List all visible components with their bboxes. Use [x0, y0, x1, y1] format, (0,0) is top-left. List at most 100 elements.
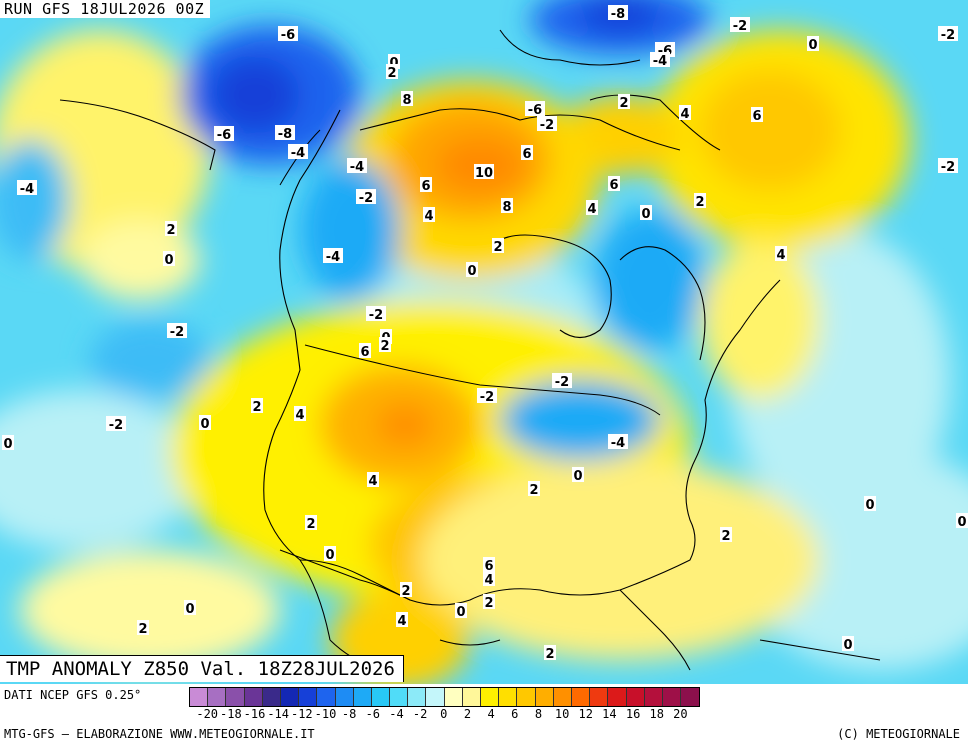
- contour-label: 0: [467, 264, 476, 279]
- contour-label-bg: [492, 238, 504, 253]
- contour-label: -6: [528, 103, 542, 118]
- contour-label: 0: [573, 469, 582, 484]
- legend-swatch: [626, 688, 645, 706]
- contour-label-bg: [17, 180, 37, 195]
- contour-label-bg: [938, 26, 958, 41]
- contour-label-bg: [455, 603, 467, 618]
- contour-label: 0: [185, 602, 194, 617]
- contour-label: -2: [555, 375, 569, 390]
- contour-label: 6: [752, 109, 761, 124]
- legend-tick-label: -12: [290, 707, 313, 721]
- legend-swatch: [262, 688, 281, 706]
- legend-swatch: [535, 688, 554, 706]
- contour-label: -2: [170, 325, 184, 340]
- legend-swatch: [499, 688, 518, 706]
- credit-right: (C) METEOGIORNALE: [837, 727, 960, 741]
- contour-label: 8: [402, 93, 411, 108]
- contour-label: 4: [776, 248, 785, 263]
- contour-label: -4: [291, 146, 305, 161]
- contour-label: 2: [166, 223, 175, 238]
- contour-label-bg: [572, 467, 584, 482]
- contour-label-bg: [730, 17, 750, 32]
- contour-label: 6: [360, 345, 369, 360]
- contour-label-bg: [423, 207, 435, 222]
- contour-label: 0: [325, 548, 334, 563]
- contour-label: 4: [397, 614, 406, 629]
- contour-label: 4: [295, 408, 304, 423]
- contour-label: 0: [843, 638, 852, 653]
- legend-tick-label: -18: [220, 707, 242, 721]
- contour-label: 6: [484, 559, 493, 574]
- contour-label-bg: [807, 36, 819, 51]
- contour-label-bg: [367, 472, 379, 487]
- contour-label-bg: [694, 193, 706, 208]
- contour-label: -2: [359, 191, 373, 206]
- contour-label-bg: [537, 116, 557, 131]
- contour-label: -2: [540, 118, 554, 133]
- contour-label-bg: [323, 248, 343, 263]
- contour-label-bg: [525, 101, 545, 116]
- contour-label: -4: [350, 160, 364, 175]
- legend-tick-label: -2: [412, 707, 428, 721]
- contour-label-bg: [278, 26, 298, 41]
- contour-label: -4: [653, 54, 667, 69]
- contour-label-bg: [650, 52, 670, 67]
- contour-label: -6: [281, 28, 295, 43]
- contour-label: 0: [200, 417, 209, 432]
- legend-swatch: [226, 688, 245, 706]
- contour-label-bg: [163, 251, 175, 266]
- legend-swatch: [408, 688, 427, 706]
- contour-label-bg: [586, 200, 598, 215]
- contour-label: 4: [484, 573, 493, 588]
- legend-tick-label: 10: [554, 707, 570, 721]
- contour-label: 2: [306, 517, 315, 532]
- run-label: RUN GFS 18JUL2026 00Z: [0, 0, 211, 18]
- contour-label: 0: [808, 38, 817, 53]
- contour-label-bg: [552, 373, 572, 388]
- contour-label-bg: [608, 434, 628, 449]
- legend-swatch: [481, 688, 500, 706]
- legend-tick-label: 14: [602, 707, 617, 721]
- contour-label: 2: [252, 400, 261, 415]
- contour-label-bg: [608, 176, 620, 191]
- contour-label-bg: [106, 416, 126, 431]
- contour-label: 4: [680, 107, 689, 122]
- legend-swatch: [426, 688, 445, 706]
- legend-swatch: [590, 688, 609, 706]
- contour-label: 2: [380, 339, 389, 354]
- contour-label: 2: [484, 596, 493, 611]
- contour-label-bg: [483, 571, 495, 586]
- contour-label-bg: [618, 94, 630, 109]
- legend-tick-label: -4: [389, 707, 404, 721]
- contour-label-bg: [199, 415, 211, 430]
- contour-label-bg: [386, 64, 398, 79]
- contour-label-bg: [477, 388, 497, 403]
- contour-label-bg: [400, 582, 412, 597]
- legend-tick-label: 4: [487, 707, 495, 721]
- legend-swatch: [662, 688, 682, 706]
- contour-label-bg: [379, 337, 391, 352]
- contour-label-bg: [305, 515, 317, 530]
- contour-label-bg: [938, 158, 958, 173]
- contour-label-bg: [356, 189, 376, 204]
- contour-label-bg: [401, 91, 413, 106]
- contour-label: 2: [493, 240, 502, 255]
- legend-tick-label: -8: [341, 707, 357, 721]
- contour-label: 8: [502, 200, 511, 215]
- contour-label-bg: [521, 145, 533, 160]
- legend-swatch: [353, 688, 372, 706]
- legend-swatch: [299, 688, 318, 706]
- legend-tick-label: 12: [578, 707, 593, 721]
- contour-label: -2: [480, 390, 494, 405]
- contour-label: -8: [278, 127, 292, 142]
- contour-label: -2: [733, 19, 747, 34]
- contour-label: 2: [619, 96, 628, 111]
- contour-label-bg: [366, 306, 386, 321]
- legend-tick-label: -10: [314, 707, 337, 721]
- contour-label-bg: [137, 620, 149, 635]
- contour-label: 2: [529, 483, 538, 498]
- legend-swatch: [553, 688, 572, 706]
- legend-tick-label: -14: [267, 707, 290, 721]
- contour-label: 2: [545, 647, 554, 662]
